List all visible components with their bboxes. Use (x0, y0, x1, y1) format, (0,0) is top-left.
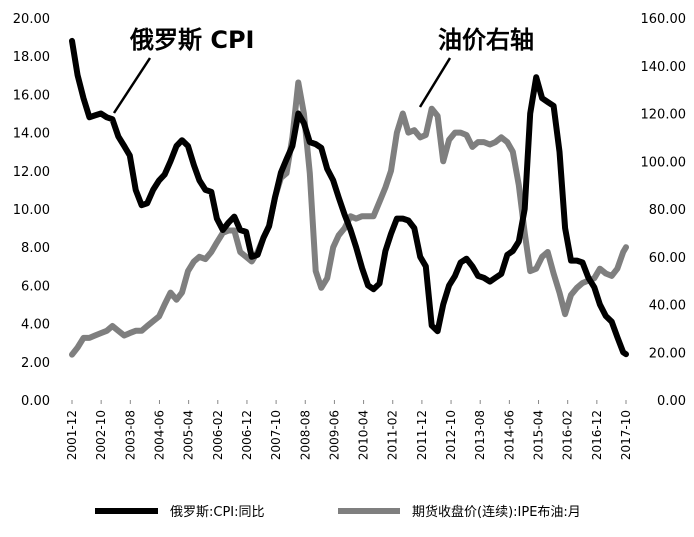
right-y-tick-label: 20.00 (649, 346, 686, 361)
left-y-tick-label: 18.00 (13, 50, 50, 65)
right-y-tick-label: 100.00 (641, 155, 687, 170)
left-y-tick-label: 10.00 (13, 203, 50, 218)
x-tick-label: 2012-10 (444, 410, 458, 460)
x-tick-label: 2004-06 (152, 410, 166, 460)
x-axis: 2001-12 2002-10 2003-08 2004-06 2005-04 2006-… (65, 400, 633, 460)
left-y-tick-label: 14.00 (13, 127, 50, 142)
left-y-axis: 0.00 2.00 4.00 6.00 8.00 10.00 12.00 14.00 16.00… (13, 12, 50, 409)
x-tick-label: 2007-10 (269, 410, 283, 460)
left-y-tick-label: 16.00 (13, 88, 50, 103)
right-y-tick-label: 160.00 (641, 12, 687, 27)
x-tick-label: 2011-12 (415, 410, 429, 460)
left-y-tick-label: 6.00 (21, 279, 50, 294)
right-y-tick-label: 0.00 (657, 394, 686, 409)
x-tick-label: 2017-10 (619, 410, 633, 460)
x-tick-label: 2016-02 (561, 410, 575, 460)
x-tick-label: 2003-08 (123, 410, 137, 460)
x-tick-label: 2002-10 (94, 410, 108, 460)
x-tick-label: 2006-12 (240, 410, 254, 460)
x-tick-label: 2001-12 (65, 410, 79, 460)
annotation-russia-cpi: 俄罗斯 CPI (112, 26, 255, 114)
right-y-tick-label: 80.00 (649, 203, 686, 218)
x-tick-label: 2008-08 (298, 410, 312, 460)
series-line-russia_cpi (69, 37, 629, 358)
annotation-oil-price-pointer (418, 57, 452, 108)
legend-item-ipe-oil: 期货收盘价(连续):IPE布油:月 (338, 504, 581, 520)
left-y-tick-label: 2.00 (21, 356, 50, 371)
x-tick-label: 2010-04 (357, 410, 371, 460)
x-tick-label: 2016-12 (590, 410, 604, 460)
annotation-oil-price-label: 油价右轴 (438, 26, 534, 54)
legend-label-russia-cpi: 俄罗斯:CPI:同比 (170, 505, 265, 520)
left-y-tick-label: 4.00 (21, 318, 50, 333)
x-tick-label: 2011-02 (386, 410, 400, 460)
series-line-ipe_oil (69, 79, 629, 358)
right-y-tick-label: 120.00 (641, 108, 687, 123)
series-layer (69, 37, 629, 358)
x-tick-label: 2006-02 (211, 410, 225, 460)
left-y-tick-label: 0.00 (21, 394, 50, 409)
annotation-russia-cpi-pointer (112, 57, 152, 114)
x-tick-label: 2015-04 (532, 410, 546, 460)
right-y-tick-label: 40.00 (649, 299, 686, 314)
annotation-russia-cpi-label: 俄罗斯 CPI (129, 26, 255, 54)
x-tick-label: 2014-06 (502, 410, 516, 460)
left-y-tick-label: 12.00 (13, 165, 50, 180)
right-y-tick-label: 140.00 (641, 60, 687, 75)
x-tick-label: 2005-04 (182, 410, 196, 460)
right-y-axis: 0.00 20.00 40.00 60.00 80.00 100.00 120.00 140.… (641, 12, 687, 409)
x-tick-label: 2009-06 (327, 410, 341, 460)
annotation-oil-price: 油价右轴 (418, 26, 534, 108)
left-y-tick-label: 8.00 (21, 241, 50, 256)
legend: 俄罗斯:CPI:同比 期货收盘价(连续):IPE布油:月 (95, 504, 581, 520)
x-tick-label: 2013-08 (473, 410, 487, 460)
legend-label-ipe-oil: 期货收盘价(连续):IPE布油:月 (412, 504, 581, 520)
right-y-tick-label: 60.00 (649, 251, 686, 266)
legend-item-russia-cpi: 俄罗斯:CPI:同比 (95, 505, 265, 520)
left-y-tick-label: 20.00 (13, 12, 50, 27)
